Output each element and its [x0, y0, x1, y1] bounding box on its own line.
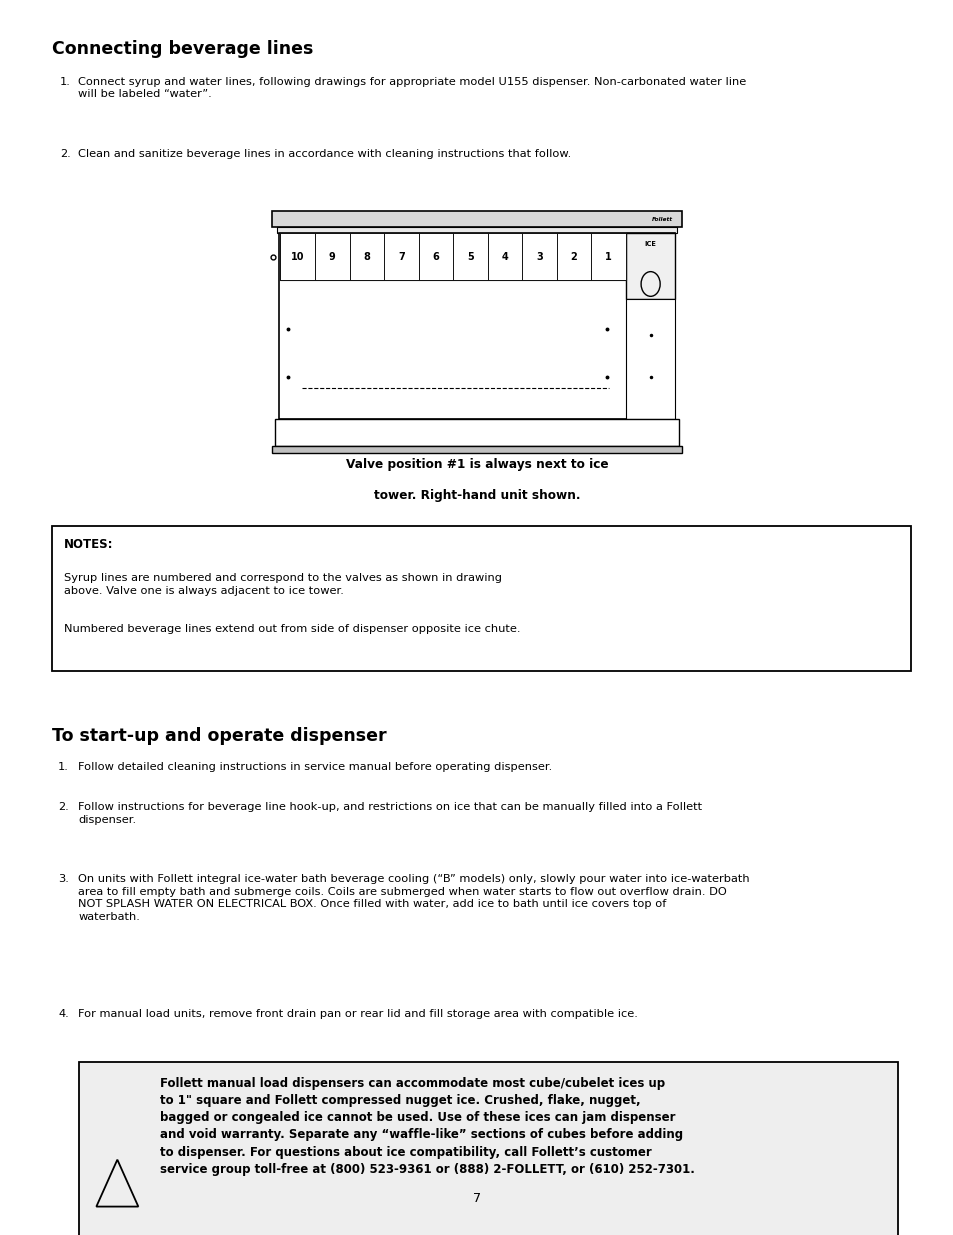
Text: 1.: 1.	[58, 762, 69, 772]
FancyBboxPatch shape	[487, 233, 521, 280]
Text: 7: 7	[397, 252, 404, 262]
Text: Valve position #1 is always next to ice: Valve position #1 is always next to ice	[345, 458, 608, 471]
Text: Follett manual load dispensers can accommodate most cube/cubelet ices up
to 1" s: Follett manual load dispensers can accom…	[160, 1077, 695, 1176]
FancyBboxPatch shape	[418, 233, 453, 280]
Text: 3.: 3.	[58, 874, 69, 884]
Text: 9: 9	[329, 252, 335, 262]
FancyBboxPatch shape	[521, 233, 557, 280]
Text: Follow detailed cleaning instructions in service manual before operating dispens: Follow detailed cleaning instructions in…	[78, 762, 552, 772]
Text: Syrup lines are numbered and correspond to the valves as shown in drawing
above.: Syrup lines are numbered and correspond …	[64, 573, 501, 595]
Text: Connecting beverage lines: Connecting beverage lines	[52, 40, 314, 58]
Text: On units with Follett integral ice-water bath beverage cooling (“B” models) only: On units with Follett integral ice-water…	[78, 874, 749, 923]
FancyBboxPatch shape	[314, 233, 349, 280]
FancyBboxPatch shape	[453, 233, 487, 280]
Text: 2.: 2.	[60, 148, 71, 158]
FancyBboxPatch shape	[625, 233, 675, 299]
Text: 8: 8	[363, 252, 370, 262]
Text: ICE: ICE	[644, 241, 656, 247]
FancyBboxPatch shape	[79, 1062, 897, 1235]
FancyBboxPatch shape	[280, 233, 625, 280]
Text: NOTES:: NOTES:	[64, 538, 113, 551]
FancyBboxPatch shape	[591, 233, 625, 280]
FancyBboxPatch shape	[52, 526, 910, 672]
Text: 3: 3	[536, 252, 542, 262]
Text: Clean and sanitize beverage lines in accordance with cleaning instructions that : Clean and sanitize beverage lines in acc…	[78, 148, 571, 158]
Text: To start-up and operate dispenser: To start-up and operate dispenser	[52, 727, 387, 745]
FancyBboxPatch shape	[276, 227, 677, 233]
Polygon shape	[96, 1160, 138, 1207]
Text: 4: 4	[501, 252, 508, 262]
Text: 6: 6	[432, 252, 438, 262]
FancyBboxPatch shape	[274, 419, 679, 446]
Text: 5: 5	[467, 252, 474, 262]
FancyBboxPatch shape	[272, 211, 681, 227]
Text: 7: 7	[473, 1192, 480, 1205]
FancyBboxPatch shape	[272, 446, 681, 453]
FancyBboxPatch shape	[349, 233, 384, 280]
Text: 1.: 1.	[60, 77, 71, 86]
Text: 1: 1	[604, 252, 611, 262]
Text: 4.: 4.	[58, 1009, 69, 1019]
Text: For manual load units, remove front drain pan or rear lid and fill storage area : For manual load units, remove front drai…	[78, 1009, 638, 1019]
FancyBboxPatch shape	[557, 233, 591, 280]
Text: 2.: 2.	[58, 802, 69, 811]
FancyBboxPatch shape	[384, 233, 418, 280]
Text: Follett: Follett	[651, 216, 672, 221]
Text: Numbered beverage lines extend out from side of dispenser opposite ice chute.: Numbered beverage lines extend out from …	[64, 625, 520, 635]
Text: Follow instructions for beverage line hook-up, and restrictions on ice that can : Follow instructions for beverage line ho…	[78, 802, 701, 825]
Text: 10: 10	[291, 252, 304, 262]
Text: Connect syrup and water lines, following drawings for appropriate model U155 dis: Connect syrup and water lines, following…	[78, 77, 745, 99]
FancyBboxPatch shape	[278, 233, 675, 419]
FancyBboxPatch shape	[625, 299, 675, 419]
Text: tower. Right-hand unit shown.: tower. Right-hand unit shown.	[374, 489, 579, 501]
Text: 2: 2	[570, 252, 577, 262]
FancyBboxPatch shape	[280, 233, 314, 280]
